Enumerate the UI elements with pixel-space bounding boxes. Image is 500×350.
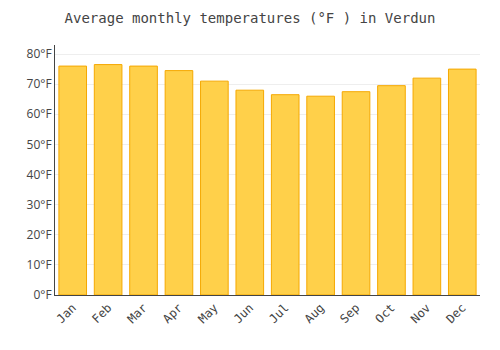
- svg-text:50°F: 50°F: [27, 136, 52, 153]
- svg-text:Dec: Dec: [443, 301, 468, 326]
- svg-text:Aug: Aug: [302, 301, 327, 326]
- svg-text:10°F: 10°F: [27, 256, 52, 273]
- svg-text:Average monthly temperatures (: Average monthly temperatures (°F ) in Ve…: [65, 10, 436, 26]
- svg-text:Feb: Feb: [89, 301, 114, 326]
- svg-text:Jun: Jun: [231, 301, 256, 326]
- svg-text:Jan: Jan: [54, 301, 79, 326]
- svg-text:0°F: 0°F: [33, 286, 51, 303]
- svg-text:Nov: Nov: [408, 301, 433, 326]
- svg-text:20°F: 20°F: [27, 226, 52, 243]
- svg-text:30°F: 30°F: [27, 196, 52, 213]
- svg-text:60°F: 60°F: [27, 105, 52, 122]
- svg-text:Jul: Jul: [266, 301, 291, 326]
- svg-text:Mar: Mar: [125, 301, 150, 326]
- svg-text:May: May: [196, 301, 221, 326]
- svg-text:40°F: 40°F: [27, 166, 52, 183]
- svg-text:80°F: 80°F: [27, 45, 52, 62]
- svg-text:Sep: Sep: [337, 301, 362, 326]
- svg-text:Apr: Apr: [160, 301, 185, 326]
- svg-text:Oct: Oct: [373, 301, 398, 326]
- svg-text:70°F: 70°F: [27, 75, 52, 92]
